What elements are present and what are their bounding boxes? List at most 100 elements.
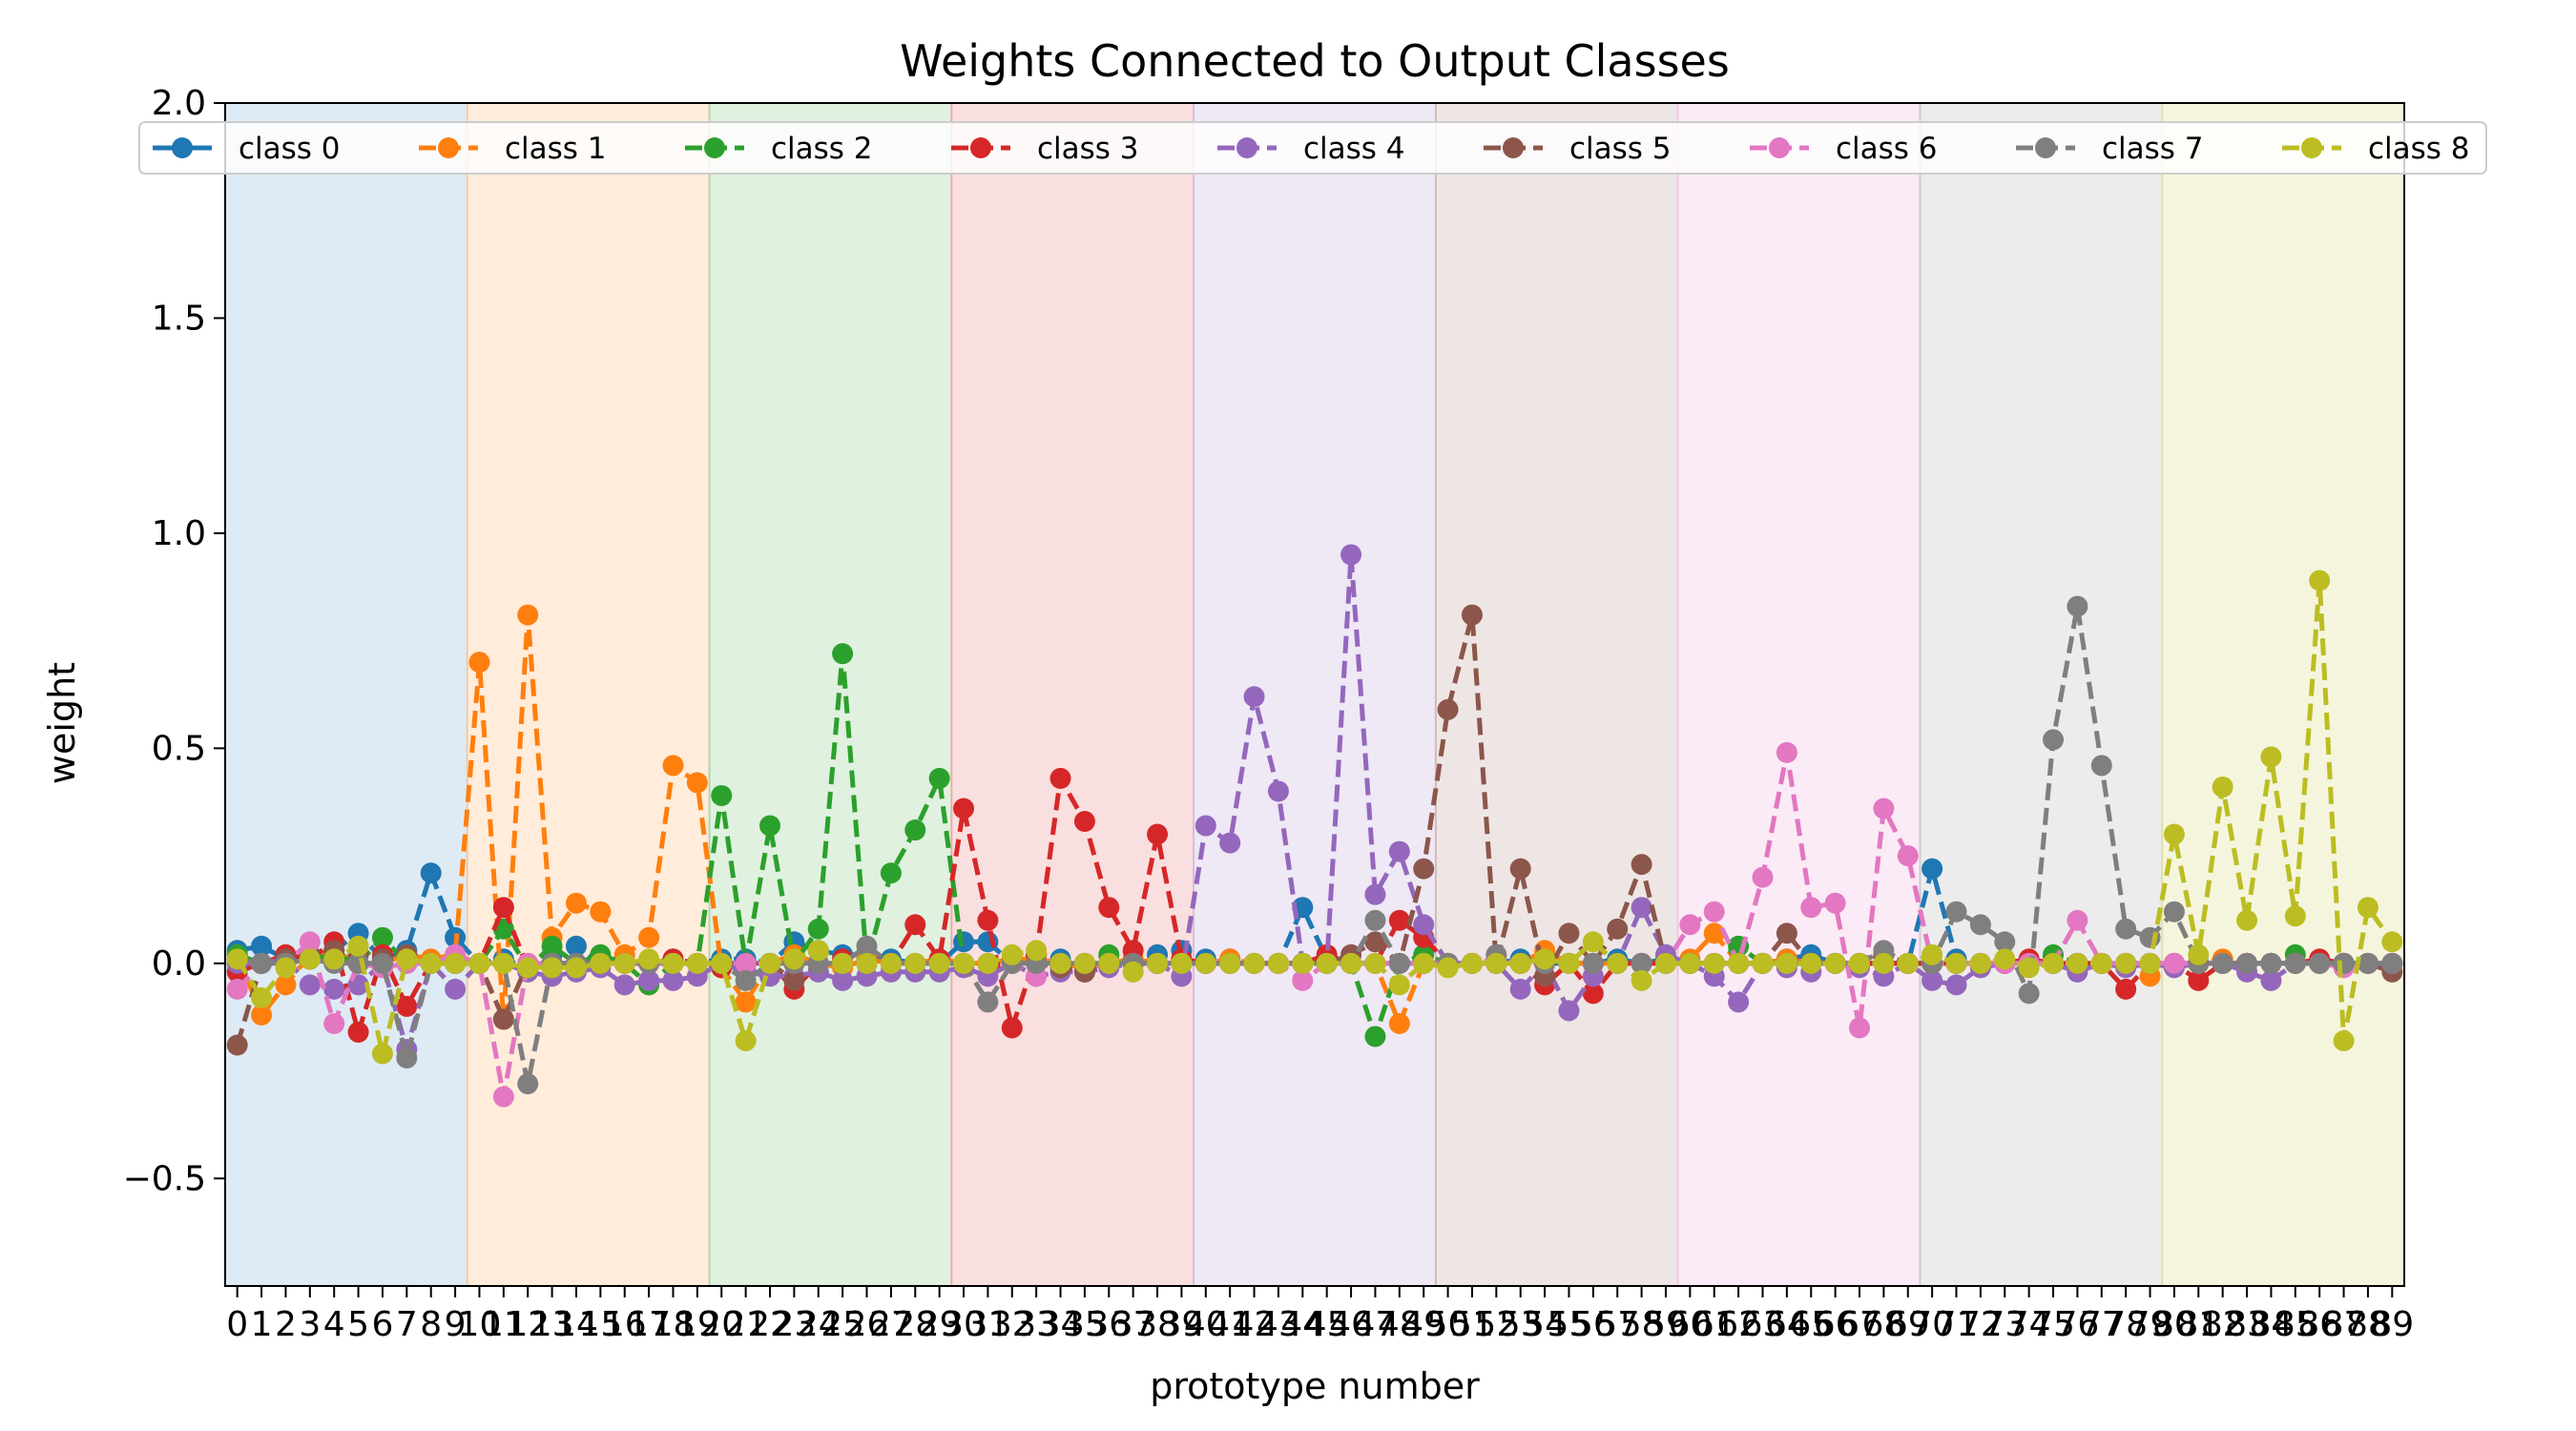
data-point [1340,544,1362,566]
y-tick-label: −0.5 [123,1159,206,1198]
data-point [1292,952,1314,974]
data-point [420,862,442,884]
x-tick-label: 53 [1499,1305,1543,1344]
data-point [2357,897,2379,919]
data-point [1243,952,1265,974]
data-point [1752,952,1774,974]
data-point [347,1021,369,1043]
data-point [1994,948,2016,970]
band-class-3 [951,103,1195,1286]
data-point [1631,854,1652,876]
data-point [1922,944,1943,965]
data-point [856,952,878,974]
x-tick-label: 29 [918,1305,962,1344]
data-point [2188,969,2210,991]
data-point [2309,952,2331,974]
x-tick-label: 4 [323,1305,345,1344]
data-point [2260,746,2282,768]
data-point [1413,952,1435,974]
data-point [2043,729,2065,751]
legend-label: class 2 [771,132,873,166]
legend-box [138,121,2487,175]
x-tick-label: 7 [396,1305,418,1344]
x-tick-label: 55 [1548,1305,1591,1344]
x-tick-label: 78 [2104,1305,2148,1344]
data-point [1824,892,1846,914]
data-point [904,952,926,974]
data-point [1292,969,1314,991]
legend-marker [1769,137,1790,158]
data-point [2067,952,2088,974]
data-point [1316,952,1338,974]
data-point [1969,952,1991,974]
x-tick-label: 22 [748,1305,792,1344]
data-point [1703,923,1725,944]
data-point [275,974,297,996]
data-point [856,935,878,957]
data-point [1364,952,1386,974]
data-point [2163,901,2185,923]
data-point [251,935,273,957]
data-point [251,1004,273,1026]
x-tick-label: 63 [1741,1305,1785,1344]
x-tick-label: 66 [1814,1305,1858,1344]
data-point [1728,952,1750,974]
x-tick-label: 27 [869,1305,913,1344]
data-point [977,931,999,953]
data-point [759,815,780,837]
x-tick-label: 16 [603,1305,647,1344]
x-tick-label: 72 [1959,1305,2003,1344]
data-point [1849,952,1870,974]
data-point [2381,952,2403,974]
data-point [2115,952,2137,974]
x-tick-label: 49 [1402,1305,1445,1344]
x-tick-label: 77 [2080,1305,2124,1344]
data-point [1631,969,1652,991]
data-point [2188,944,2210,965]
x-tick-label: 82 [2201,1305,2245,1344]
x-tick-label: 69 [1886,1305,1930,1344]
data-point [1824,952,1846,974]
data-point [396,948,418,970]
x-tick-label: 80 [2152,1305,2196,1344]
data-point [1679,952,1701,974]
data-point [468,652,490,674]
data-point [1001,944,1023,965]
data-point [2381,931,2403,953]
x-tick-label: 85 [2274,1305,2317,1344]
data-point [517,1073,539,1095]
data-point [1364,909,1386,931]
data-point [2309,570,2331,591]
data-point [1800,897,1822,919]
data-point [759,952,780,974]
data-point [1558,923,1580,944]
band-class-8 [2162,103,2404,1286]
data-point [1922,969,1943,991]
data-point [686,952,708,974]
x-tick-label: 18 [652,1305,696,1344]
data-point [2260,969,2282,991]
data-point [662,755,684,777]
x-tick-label: 89 [2370,1305,2414,1344]
legend-marker [1236,137,1257,158]
x-tick-label: 67 [1838,1305,1881,1344]
data-point [468,952,490,974]
x-tick-label: 70 [1910,1305,1954,1344]
plot-frame [224,102,2405,1287]
data-point [1897,845,1919,867]
data-point [1098,952,1120,974]
x-tick-label: 40 [1184,1305,1228,1344]
data-point [517,604,539,626]
data-point [735,952,757,974]
data-point [807,918,829,940]
data-point [953,952,975,974]
data-point [1364,883,1386,905]
data-point [1243,686,1265,708]
x-tick-label: 25 [821,1305,864,1344]
x-tick-label: 83 [2225,1305,2269,1344]
x-tick-label: 73 [1983,1305,2026,1344]
data-point [2115,918,2137,940]
data-point [275,957,297,979]
data-point [492,897,514,919]
